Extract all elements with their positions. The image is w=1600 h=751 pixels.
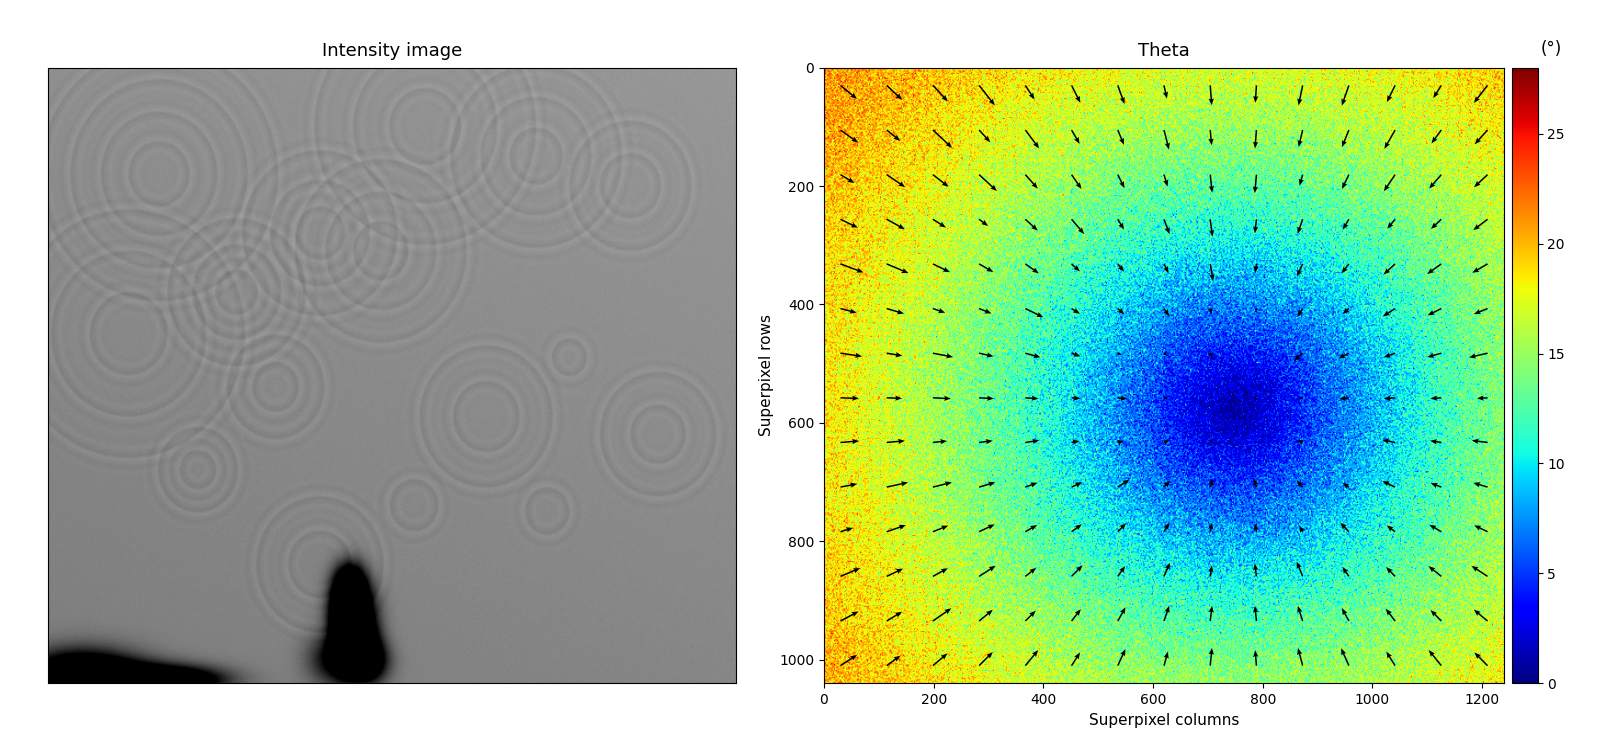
X-axis label: Superpixel columns: Superpixel columns [1090, 713, 1238, 728]
Title: Theta: Theta [1138, 43, 1190, 61]
Title: Intensity image: Intensity image [322, 43, 462, 61]
Text: (°): (°) [1541, 40, 1562, 58]
Y-axis label: Superpixel rows: Superpixel rows [758, 315, 773, 436]
